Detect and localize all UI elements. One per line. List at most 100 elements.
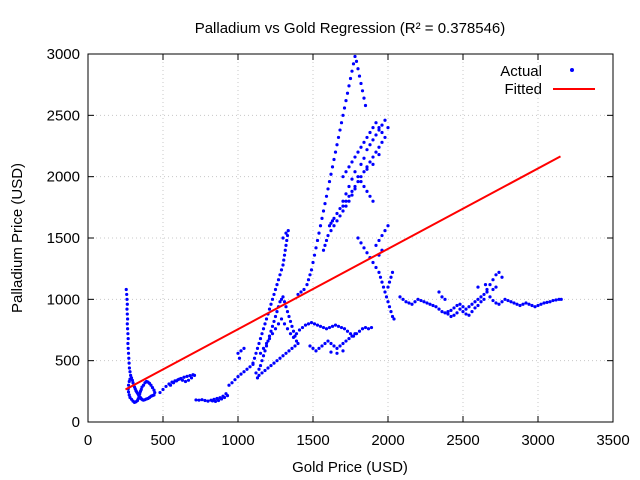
data-point [347, 165, 351, 169]
data-point [326, 339, 330, 343]
data-point [359, 162, 363, 166]
data-point [363, 325, 368, 330]
data-point [497, 302, 501, 306]
data-point [272, 292, 276, 297]
data-point [365, 189, 369, 193]
data-point [524, 301, 528, 305]
data-point [230, 381, 234, 385]
data-point [350, 160, 354, 164]
data-point [518, 303, 522, 308]
data-point [500, 300, 504, 304]
data-point [368, 160, 372, 164]
grid-lines [88, 54, 613, 422]
data-point [470, 302, 474, 306]
data-point [413, 300, 417, 304]
data-point [494, 301, 498, 305]
data-point [297, 328, 302, 332]
data-point [317, 346, 321, 350]
data-point [464, 307, 468, 311]
data-point [284, 231, 288, 235]
data-point [189, 376, 194, 380]
data-point [288, 319, 293, 324]
data-point [512, 301, 516, 305]
data-point [266, 339, 270, 343]
data-point [470, 310, 474, 314]
data-point [362, 246, 366, 250]
data-point [330, 324, 335, 328]
data-point [357, 329, 362, 333]
data-point [362, 156, 366, 160]
data-point [263, 368, 267, 373]
data-point [257, 367, 261, 371]
data-point [309, 321, 314, 325]
data-point [383, 229, 387, 233]
data-point [327, 224, 332, 228]
data-point [401, 297, 405, 301]
data-point [503, 297, 507, 301]
data-point [281, 263, 285, 267]
data-point [278, 356, 282, 360]
data-point [126, 332, 130, 336]
data-point [554, 298, 558, 302]
data-point [390, 270, 395, 274]
data-point [272, 361, 276, 365]
data-point [177, 377, 182, 381]
data-point [126, 346, 130, 350]
data-point [329, 229, 333, 233]
data-point [467, 305, 471, 309]
data-point [356, 179, 360, 184]
data-point [350, 334, 354, 338]
data-point [320, 344, 324, 348]
data-point [264, 317, 269, 321]
data-point [303, 323, 308, 327]
data-point [282, 253, 287, 257]
data-point [137, 394, 141, 398]
data-point [126, 327, 130, 331]
y-tick-label: 3000 [47, 46, 80, 63]
x-tick-label: 2000 [371, 432, 404, 449]
legend: Actual Fitted [500, 63, 595, 98]
data-point [365, 165, 369, 169]
data-point [494, 285, 498, 289]
data-point [359, 241, 363, 245]
data-point [267, 336, 272, 341]
data-point [500, 275, 504, 279]
data-point [293, 344, 297, 348]
data-point [308, 273, 312, 277]
data-point [359, 175, 363, 179]
x-tick-label: 0 [84, 432, 92, 449]
data-point [324, 238, 329, 243]
data-point [242, 370, 246, 374]
data-point [327, 179, 332, 184]
data-point [479, 295, 483, 299]
data-point [300, 325, 305, 330]
data-point [410, 302, 414, 306]
data-point [275, 359, 279, 363]
data-point [362, 96, 366, 100]
data-point [335, 346, 339, 350]
data-point [386, 224, 390, 228]
data-point [431, 303, 435, 308]
data-point [425, 301, 429, 305]
data-point [124, 287, 128, 292]
data-point [437, 307, 441, 311]
data-point [354, 59, 359, 63]
data-point [233, 378, 237, 382]
data-point [267, 307, 272, 311]
data-point [377, 152, 381, 157]
data-point [539, 302, 543, 306]
data-point [497, 270, 501, 274]
data-point [260, 371, 264, 375]
data-point [273, 327, 278, 331]
data-point [476, 285, 480, 289]
data-point [335, 351, 339, 355]
data-point [321, 209, 326, 213]
data-point [377, 126, 381, 130]
data-point [377, 238, 381, 243]
data-point [404, 300, 408, 304]
data-point [371, 199, 375, 203]
data-point [381, 285, 386, 289]
data-point [282, 322, 287, 326]
data-point [551, 298, 555, 303]
